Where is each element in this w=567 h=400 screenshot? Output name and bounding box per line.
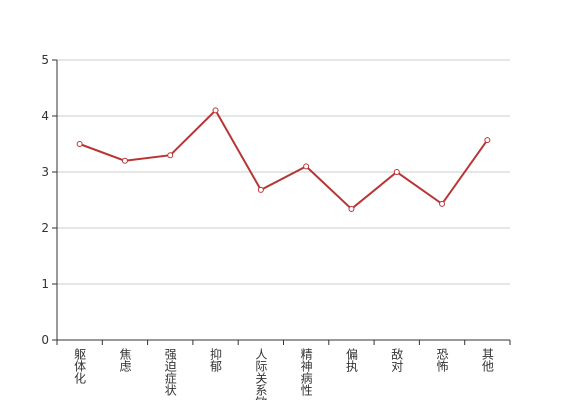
x-tick-label: 人际关系敏感 — [254, 348, 268, 400]
y-tick-label: 4 — [41, 109, 49, 123]
point — [393, 169, 400, 175]
x-tick-label: 抑郁 — [209, 347, 223, 373]
x-tick-label: 敌对 — [390, 347, 404, 372]
y-tick-label: 0 — [41, 333, 49, 347]
point — [167, 152, 174, 159]
x-tick-label: 恐怖 — [435, 348, 449, 372]
point — [121, 157, 128, 164]
point — [212, 107, 219, 114]
y-tick-label: 5 — [41, 53, 49, 67]
y-tick-label: 2 — [41, 221, 49, 235]
point — [257, 186, 264, 193]
line — [79, 108, 489, 211]
point — [439, 200, 446, 207]
x-tick-label: 其他 — [480, 348, 494, 372]
y-tick-label: 1 — [41, 277, 49, 291]
x-tick-label: 焦虑 — [118, 348, 132, 372]
x-tick-label: 偏执 — [344, 347, 358, 373]
y-tick-label: 3 — [41, 165, 49, 179]
x-tick-label: 精神病性 — [299, 348, 313, 397]
point — [348, 205, 355, 212]
x-tick-label: 强迫症状 — [163, 348, 177, 396]
point — [76, 141, 83, 147]
point — [484, 137, 491, 144]
point — [303, 163, 310, 170]
x-tick-label: 躯体化 — [73, 347, 87, 385]
